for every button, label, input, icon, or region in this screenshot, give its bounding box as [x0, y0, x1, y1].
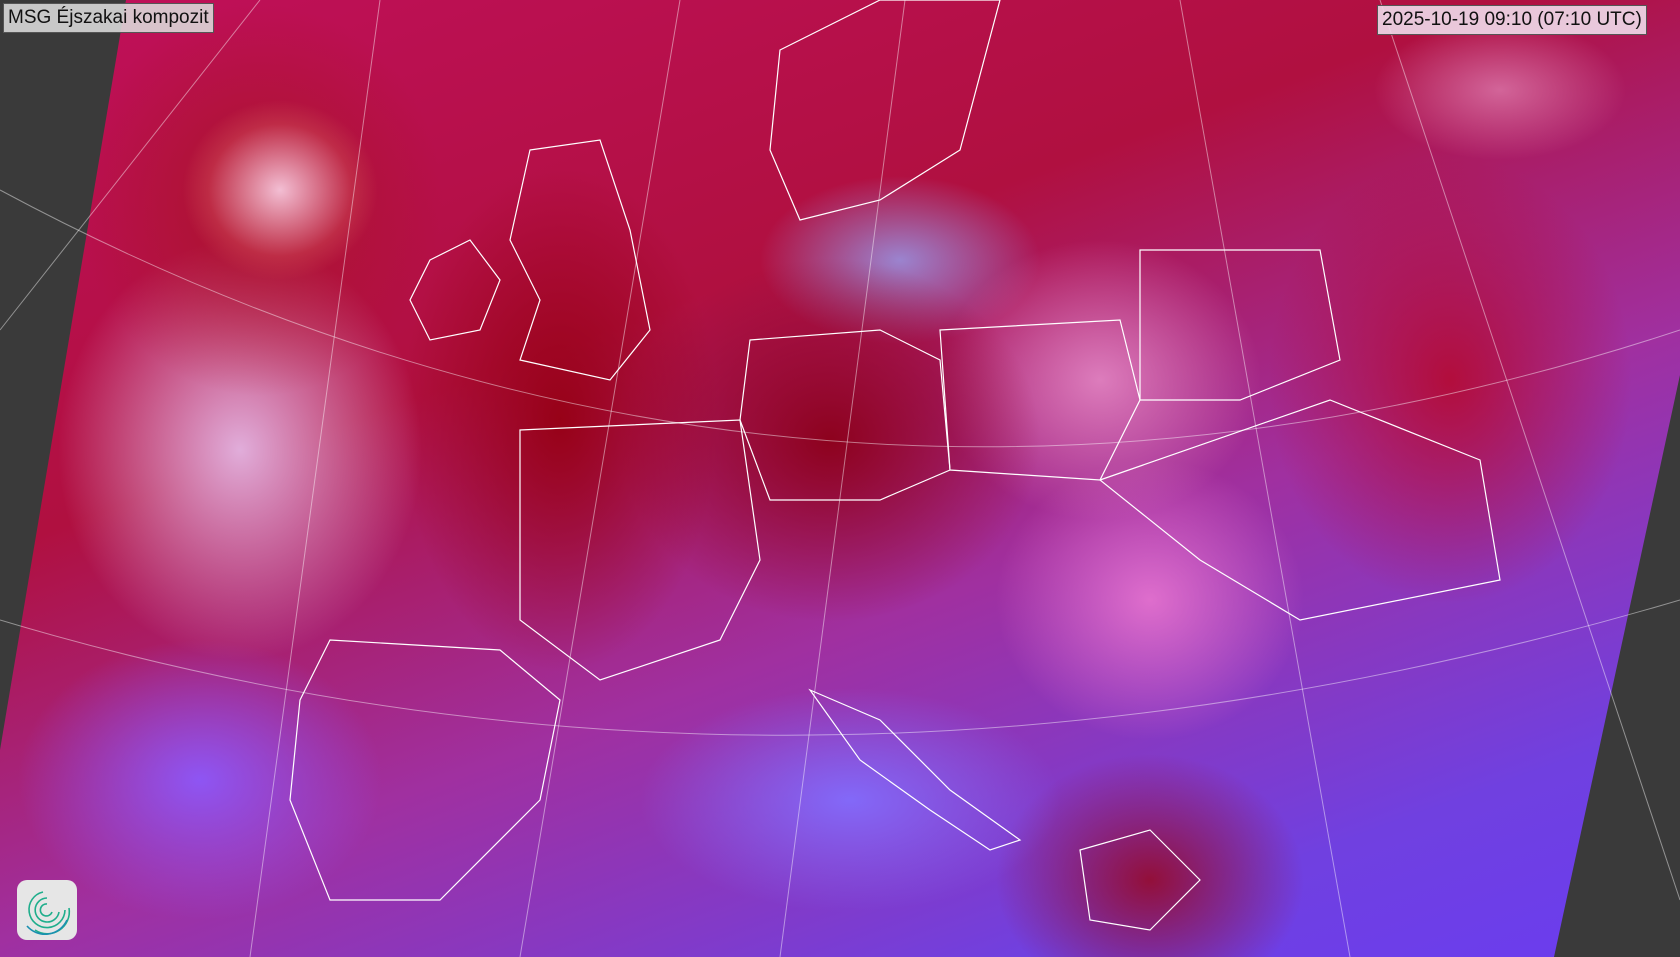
ireland-outline: [409, 239, 501, 341]
scandinavia-outline: [769, 0, 1001, 221]
meridian-line: [779, 0, 906, 957]
meridian-line: [1179, 0, 1351, 957]
meridian-line: [249, 0, 381, 957]
timestamp-label: 2025-10-19 09:10 (07:10 UTC): [1377, 5, 1647, 35]
meridian-line: [1379, 0, 1680, 901]
iberia-outline: [289, 639, 561, 901]
parallel-line: [0, 189, 1680, 448]
coastlines-and-borders: [289, 0, 1501, 931]
poland-outline: [939, 319, 1141, 481]
italy-outline: [808, 688, 1022, 851]
greece-outline: [1079, 829, 1201, 931]
meridian-line: [519, 0, 681, 957]
france-outline: [519, 419, 761, 681]
product-title: MSG Éjszakai kompozit: [3, 3, 214, 33]
germany-outline: [739, 329, 951, 501]
meridian-line: [0, 0, 261, 331]
spiral-logo-icon[interactable]: [17, 880, 77, 940]
ukraine-outline: [1098, 399, 1501, 621]
great-britain-outline: [509, 139, 651, 381]
parallel-line: [0, 599, 1680, 736]
belarus-outline: [1139, 249, 1341, 401]
